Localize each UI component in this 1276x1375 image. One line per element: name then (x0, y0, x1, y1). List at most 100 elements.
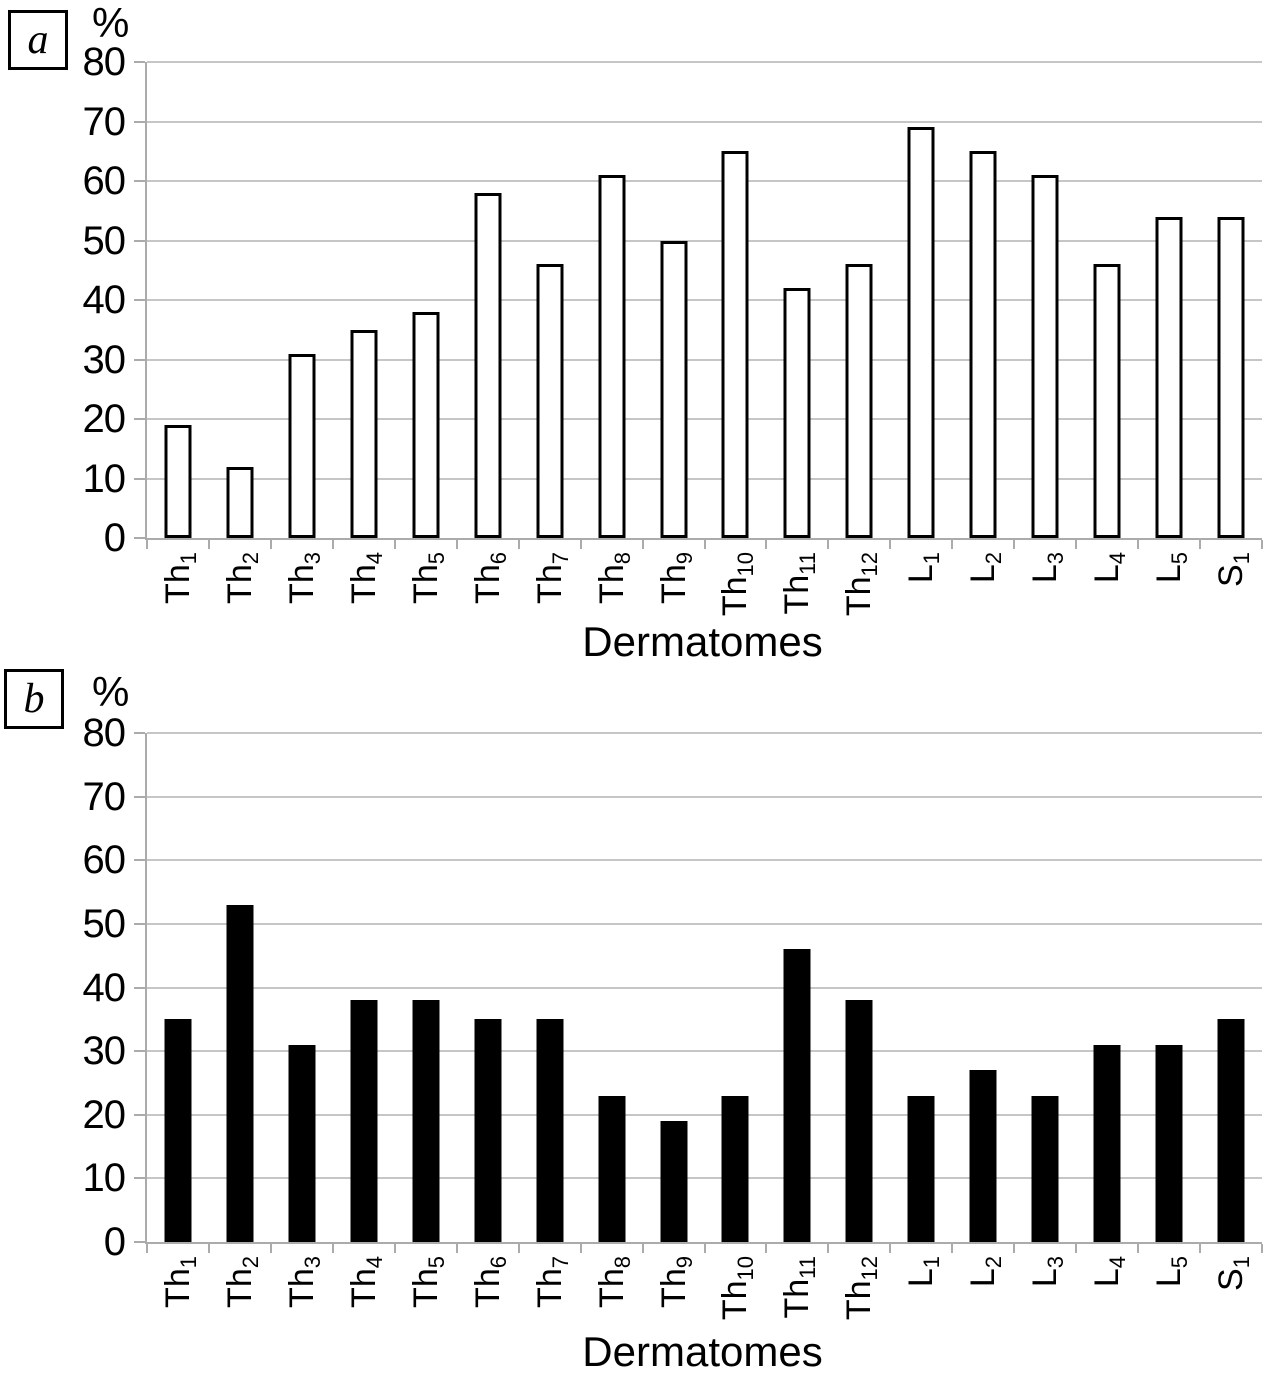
bar-slot-Th3 (271, 733, 333, 1242)
gridline-10 (147, 477, 1262, 480)
bar-slot-Th11 (766, 733, 828, 1242)
gridline-10 (147, 1177, 1262, 1180)
x-axis-tick (331, 1244, 334, 1253)
x-label-base: L (902, 1268, 941, 1288)
bar-slot-Th10 (705, 62, 767, 538)
x-label-Th1: Th1 (159, 1256, 206, 1308)
y-tick-label-30: 30 (82, 337, 127, 382)
x-label-L4: L4 (1088, 1256, 1135, 1287)
bar-Th9 (660, 1121, 688, 1242)
x-label-Th9: Th9 (655, 552, 702, 604)
bar-slot-Th1 (147, 62, 209, 538)
gridline-60 (147, 180, 1262, 182)
y-tick-label-70: 70 (82, 774, 127, 819)
bar-L2 (969, 151, 997, 538)
x-axis-tick (393, 1244, 396, 1253)
x-label-base: L (964, 564, 1003, 584)
x-label-L1: L1 (902, 1256, 949, 1288)
x-label-Th2: Th2 (220, 552, 268, 604)
x-label-L5: L5 (1150, 1256, 1197, 1287)
bar-Th5 (412, 311, 440, 538)
x-axis-tick (889, 1244, 892, 1253)
y-axis-tick-50 (134, 239, 145, 242)
x-axis-tick (1261, 540, 1263, 549)
x-label-Th4: Th4 (345, 552, 392, 604)
bar-Th2 (226, 904, 254, 1242)
panel-letter-b: b (23, 676, 45, 722)
y-axis-tick-10 (134, 477, 145, 480)
x-label-base: Th (592, 564, 631, 604)
x-label-subscript: 1 (1229, 1256, 1255, 1269)
bar-slot-Th9 (643, 733, 705, 1242)
x-label-subscript: 5 (1167, 552, 1193, 565)
x-label-subscript: 12 (857, 552, 883, 577)
bar-L4 (1093, 1044, 1121, 1242)
x-label-Th5: Th5 (407, 552, 454, 604)
x-label-Th8: Th8 (593, 1256, 640, 1308)
x-label-Th5: Th5 (407, 1256, 454, 1308)
bar-slot-Th5 (395, 62, 457, 538)
x-label-base: L (964, 1268, 1003, 1288)
x-label-subscript: 3 (299, 1256, 325, 1269)
y-axis-tick-70 (134, 795, 145, 798)
bar-slot-Th3 (271, 62, 333, 538)
x-label-L1: L1 (902, 552, 949, 583)
y-axis-unit-label-b: % (92, 668, 130, 715)
bar-slot-L2 (952, 62, 1014, 538)
x-axis-tick (269, 540, 272, 549)
y-axis-tick-0 (134, 537, 145, 539)
y-tick-label-30: 30 (82, 1029, 127, 1074)
panel-label-box-a: a (8, 10, 68, 70)
bar-Th12 (845, 1000, 873, 1242)
x-label-L2: L2 (964, 552, 1011, 584)
bar-slot-Th11 (766, 62, 828, 538)
x-axis-tick (1013, 540, 1016, 549)
gridline-30 (147, 1050, 1262, 1053)
bar-S1 (1217, 1019, 1245, 1242)
x-label-L3: L3 (1026, 552, 1073, 583)
x-axis-labels: Th1 Th2 Th3 Th4 Th5 Th6 Th7 Th8 Th9 Th10 Th11 Th12 L… (147, 1242, 1262, 1337)
x-label-Th8: Th8 (592, 552, 640, 604)
gridline-40 (147, 299, 1262, 301)
x-axis-tick (889, 540, 892, 549)
panel-b: b % 0 10 20 30 40 50 60 70 80 Th1 Th2 Th3 Th4 Th5 Th6 T… (0, 665, 1276, 1375)
bar-L5 (1155, 216, 1183, 538)
x-axis-tick (765, 1244, 768, 1253)
x-axis-tick (703, 540, 706, 549)
bar-Th3 (288, 353, 316, 538)
gridline-20 (147, 1113, 1262, 1116)
bar-L5 (1155, 1044, 1183, 1242)
x-axis-tick (146, 540, 148, 549)
x-axis-tick (579, 1244, 582, 1253)
x-label-base: L (1026, 1268, 1065, 1288)
x-label-Th11: Th11 (778, 552, 825, 615)
x-axis-tick (579, 540, 582, 549)
panel-label-box-b: b (4, 669, 64, 729)
bar-Th10 (721, 151, 749, 538)
x-label-subscript: 3 (1043, 1256, 1069, 1269)
x-axis-tick (146, 1244, 148, 1253)
x-label-Th10: Th10 (716, 552, 763, 616)
bar-slot-L3 (1014, 62, 1076, 538)
x-label-base: Th (220, 564, 259, 604)
y-axis-tick-10 (134, 1177, 145, 1180)
x-label-base: Th (778, 574, 817, 615)
bar-Th7 (536, 1019, 564, 1242)
x-label-subscript: 2 (981, 552, 1007, 565)
x-label-base: Th (530, 564, 569, 604)
x-label-S1: S1 (1212, 552, 1259, 587)
x-axis-tick (207, 1244, 210, 1253)
y-axis-tick-80 (134, 61, 145, 63)
y-tick-label-40: 40 (82, 965, 127, 1010)
bar-slot-Th2 (209, 733, 271, 1242)
bar-slot-L5 (1138, 62, 1200, 538)
x-label-base: Th (220, 1268, 259, 1308)
y-axis-tick-20 (134, 1113, 145, 1116)
x-label-Th7: Th7 (531, 1256, 578, 1308)
gridline-80 (147, 61, 1262, 63)
bar-slot-Th6 (457, 62, 519, 538)
bar-slot-Th4 (333, 733, 395, 1242)
x-label-Th11: Th11 (778, 1256, 825, 1319)
bar-slot-Th4 (333, 62, 395, 538)
y-tick-label-60: 60 (82, 159, 127, 203)
